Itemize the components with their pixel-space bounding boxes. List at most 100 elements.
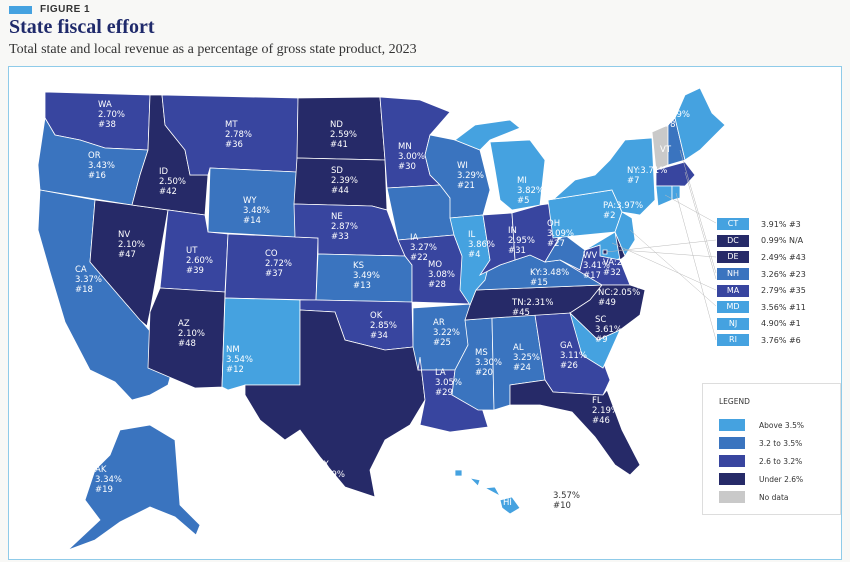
small-state-value: 3.91% #3 (761, 219, 801, 229)
state-badge: NJ (717, 317, 749, 330)
legend-item: 3.2 to 3.5% (719, 437, 802, 449)
state-label-va: VA:2.94% #32 (603, 258, 644, 278)
page-title: State fiscal effort (9, 16, 155, 38)
small-state-row-de: DE 2.49% #43 (717, 249, 806, 266)
state-label-me: ME 3.69% #8 (663, 100, 690, 130)
small-state-value: 3.56% #11 (761, 302, 806, 312)
state-badge: NH (717, 268, 749, 281)
state-label-az: AZ 2.10% #48 (178, 319, 205, 349)
state-label-co: CO 2.72% #37 (265, 249, 292, 279)
state-label-mo: MO 3.08% #28 (428, 260, 455, 290)
figure-tag: FIGURE 1 (9, 4, 90, 15)
state-dc[interactable] (602, 249, 608, 255)
state-mi[interactable] (489, 139, 546, 211)
state-label-la: LA 3.05% #29 (435, 368, 462, 398)
state-nm[interactable] (221, 297, 301, 391)
legend-swatch (719, 419, 745, 431)
state-label-ks: KS 3.49% #13 (353, 261, 380, 291)
small-state-value: 3.26% #23 (761, 269, 806, 279)
state-fl[interactable] (509, 379, 641, 476)
legend: LEGEND Above 3.5% 3.2 to 3.5% 2.6 to 3.2% U… (702, 383, 841, 515)
state-label-wi: WI 3.29% #21 (457, 161, 484, 191)
leader-line (675, 192, 717, 341)
leader-line (679, 149, 717, 274)
leader-line (605, 239, 717, 253)
legend-swatch (719, 491, 745, 503)
state-label-ut: UT 2.60% #39 (186, 246, 213, 276)
state-nj[interactable] (614, 211, 636, 257)
state-label-mt: MT 2.78% #36 (225, 120, 252, 150)
state-label-sc: SC 3.61% #9 (595, 315, 622, 345)
small-state-row-md: MD 3.56% #11 (717, 299, 806, 316)
state-value-hi: 3.57% #10 (553, 491, 580, 511)
legend-label: 3.2 to 3.5% (759, 438, 803, 448)
state-label-ne: NE 2.87% #33 (331, 212, 358, 242)
state-label-mi: MI 3.82% #5 (517, 176, 544, 206)
state-label-wy: WY 3.48% #14 (243, 196, 270, 226)
state-label-ga: GA 3.11% #26 (560, 341, 587, 371)
state-ct[interactable] (655, 185, 673, 207)
legend-swatch (719, 437, 745, 449)
state-label-vt: VT (660, 145, 672, 155)
legend-item: 2.6 to 3.2% (719, 455, 802, 467)
legend-label: No data (759, 492, 789, 502)
state-label-fl: FL 2.19% #46 (592, 396, 619, 426)
legend-item: Above 3.5% (719, 419, 804, 431)
state-label-ca: CA 3.37% #18 (75, 265, 102, 295)
figure-label: FIGURE 1 (40, 4, 91, 15)
state-label-oh: OH 3.09% #27 (547, 219, 574, 249)
state-badge: MA (717, 284, 749, 297)
state-sc[interactable] (569, 311, 621, 369)
state-badge: RI (717, 334, 749, 347)
state-label-nm: NM 3.54% #12 (226, 345, 253, 375)
legend-swatch (719, 455, 745, 467)
small-state-row-ri: RI 3.76% #6 (717, 332, 806, 349)
state-label-tn: TN:2.31% #45 (511, 298, 553, 318)
small-state-row-dc: DC 0.99% N/A (717, 233, 806, 250)
legend-title: LEGEND (719, 397, 750, 406)
state-badge: DE (717, 251, 749, 264)
state-mi[interactable] (454, 119, 521, 151)
leader-line (664, 194, 717, 224)
state-label-ia: IA 3.27% #22 (410, 233, 437, 263)
state-label-ok: OK 2.85% #34 (370, 311, 397, 341)
small-state-row-ct: CT 3.91% #3 (717, 216, 806, 233)
legend-label: Under 2.6% (759, 474, 804, 484)
state-label-tx: TX 2.59% #40 (317, 460, 345, 490)
state-label-id: ID 2.50% #42 (159, 167, 186, 197)
small-states-table: CT 3.91% #3 DC 0.99% N/A DE 2.49% #43 NH 3.26% … (717, 216, 806, 349)
state-hi[interactable] (454, 469, 521, 515)
state-badge: MD (717, 301, 749, 314)
small-state-value: 4.90% #1 (761, 319, 801, 329)
state-label-wv: WV 3.41% #17 (583, 251, 610, 281)
state-label-ak: AK 3.34% #19 (95, 465, 122, 495)
state-ak[interactable] (67, 424, 201, 551)
small-state-value: 3.76% #6 (761, 335, 801, 345)
state-tx[interactable] (244, 309, 426, 498)
small-state-row-nh: NH 3.26% #23 (717, 266, 806, 283)
state-label-pa: PA:3.97% #2 (603, 201, 643, 221)
state-ia[interactable] (386, 184, 455, 241)
legend-item: Under 2.6% (719, 473, 803, 485)
state-badge: CT (717, 218, 749, 231)
state-label-nv: NV 2.10% #47 (118, 230, 145, 260)
state-label-in: IN 2.95% #31 (508, 226, 535, 256)
state-label-sd: SD 2.39% #44 (331, 166, 358, 196)
legend-label: Above 3.5% (759, 420, 804, 430)
state-md[interactable] (584, 231, 621, 261)
legend-swatch (719, 473, 745, 485)
state-label-or: OR 3.43% #16 (88, 151, 115, 181)
state-label-mn: MN 3.00% #30 (398, 142, 425, 172)
state-me[interactable] (674, 87, 726, 161)
page-subtitle: Total state and local revenue as a perce… (9, 42, 417, 57)
small-state-row-ma: MA 2.79% #35 (717, 282, 806, 299)
state-ny[interactable] (547, 137, 656, 216)
state-label-hi: HI (503, 498, 512, 508)
legend-label: 2.6 to 3.2% (759, 456, 803, 466)
leader-line (629, 229, 717, 307)
small-state-value: 2.49% #43 (761, 252, 806, 262)
state-label-al: AL 3.25% #24 (513, 343, 540, 373)
leader-line (684, 171, 717, 280)
small-state-row-nj: NJ 4.90% #1 (717, 316, 806, 333)
